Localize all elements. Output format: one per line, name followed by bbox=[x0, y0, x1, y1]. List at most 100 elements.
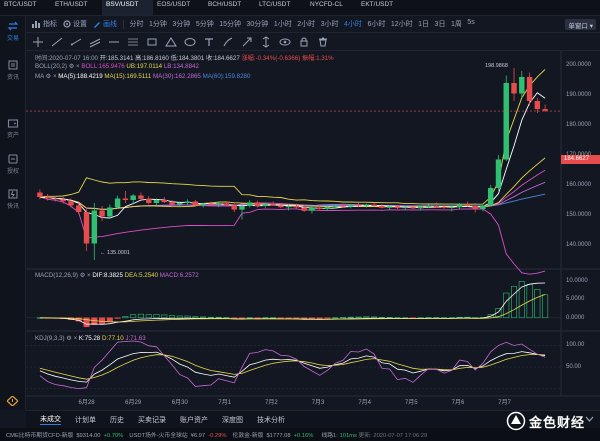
sidebar-item-key[interactable]: 授权 bbox=[0, 153, 26, 175]
rectangle-icon bbox=[147, 38, 157, 45]
macd-histogram-bar bbox=[176, 315, 183, 319]
ticker-tab[interactable]: BTC/USDT bbox=[0, 0, 51, 15]
macd-histogram-bar bbox=[207, 316, 214, 319]
timeframe-option[interactable]: 6小时 bbox=[367, 21, 386, 28]
timeframe-option[interactable]: 3分钟 bbox=[172, 21, 191, 28]
candle-body bbox=[301, 207, 307, 211]
timeframe-option[interactable]: 1小时 bbox=[273, 21, 292, 28]
status-ticker[interactable]: 伦敦金-新版 $1777.08 +0.16% bbox=[233, 430, 314, 439]
ray-tool[interactable] bbox=[69, 36, 83, 48]
timeframe-option[interactable]: 1分钟 bbox=[149, 21, 167, 28]
time-tick-label: 7月3 bbox=[311, 400, 325, 406]
status-ticker[interactable]: CME比特币期货CFD-新版 $9314.00 +0.70% bbox=[6, 430, 123, 439]
ticker-tab[interactable]: BSV/USDT bbox=[102, 0, 153, 15]
candle-body bbox=[153, 200, 160, 203]
timeframe-option[interactable]: 4小时 bbox=[344, 21, 362, 28]
ticker-tab[interactable]: EKT/USDT bbox=[357, 0, 408, 15]
bottom-tabs: 未成交 计划单 历史 买卖记录 账户资产 深度图 技术分析 bbox=[26, 410, 600, 428]
candle-body bbox=[410, 207, 416, 209]
candle-body bbox=[161, 200, 167, 203]
lock-tool[interactable] bbox=[297, 36, 311, 48]
macd-histogram-bar bbox=[340, 317, 347, 319]
ticker-tab[interactable]: ETH/USDT bbox=[51, 0, 102, 15]
macd-histogram-bar bbox=[293, 317, 300, 319]
status-ticker-change: +0.16% bbox=[293, 433, 314, 439]
macd-histogram-bar bbox=[153, 314, 160, 319]
arrow-tool[interactable] bbox=[240, 36, 254, 48]
ticker-tab[interactable]: NYCFD-CL bbox=[306, 0, 357, 15]
rectangle-tool[interactable] bbox=[145, 36, 159, 48]
timeframe-option[interactable]: 1日 bbox=[418, 21, 430, 28]
settings-button[interactable]: 设置 bbox=[63, 19, 87, 29]
macd-histogram-bar bbox=[402, 317, 409, 319]
timeframe-option[interactable]: 30分钟 bbox=[246, 21, 269, 28]
crosshair-tool[interactable] bbox=[31, 36, 45, 48]
candle-body bbox=[107, 207, 113, 217]
chevron-down-icon[interactable] bbox=[585, 416, 594, 423]
tab-3[interactable]: 买卖记录 bbox=[138, 416, 166, 424]
candle-body bbox=[394, 206, 401, 209]
ticker-tab[interactable]: BCH/USDT bbox=[204, 0, 255, 15]
horizontal-line-tool[interactable] bbox=[107, 36, 121, 48]
sidebar-item-flash-news[interactable]: 快讯 bbox=[0, 188, 26, 210]
tab-1[interactable]: 计划单 bbox=[75, 416, 96, 424]
timeframe-option[interactable]: 15分钟 bbox=[219, 21, 242, 28]
tab-5[interactable]: 深度图 bbox=[222, 416, 243, 424]
candle-body bbox=[99, 210, 105, 217]
timeframe-option[interactable]: 5s bbox=[467, 19, 475, 26]
low-annotation: ← 135.0001 bbox=[100, 250, 130, 256]
text-tool-tool[interactable] bbox=[202, 36, 216, 48]
chart-area[interactable]: 时间:2020-07-07 16:00 开:185.3141 高:186.816… bbox=[26, 51, 600, 410]
sidebar-item-exchange[interactable]: 交易 bbox=[0, 20, 26, 42]
ticker-symbol: EKT/USDT bbox=[361, 1, 394, 8]
tab-0[interactable]: 未成交 bbox=[40, 416, 61, 425]
chart-canvas[interactable] bbox=[26, 51, 600, 410]
exchange-icon bbox=[7, 21, 19, 31]
time-tick-label: 7月6 bbox=[451, 400, 465, 406]
timeframe-option[interactable]: 分时 bbox=[129, 21, 144, 28]
boll-lb: LB:134.8842 bbox=[163, 63, 199, 70]
candle-body bbox=[425, 206, 432, 207]
text-tool-icon bbox=[205, 37, 213, 46]
triangle-tool[interactable] bbox=[164, 36, 178, 48]
parallel-channel-tool[interactable] bbox=[88, 36, 102, 48]
ticker-tab[interactable]: LTC/USDT bbox=[255, 0, 306, 15]
ellipse-tool[interactable] bbox=[183, 36, 197, 48]
draw-button[interactable]: 画线 bbox=[93, 19, 117, 29]
sidebar-item-wallet[interactable]: 资产 bbox=[0, 117, 26, 139]
candle-body bbox=[309, 207, 315, 211]
tab-4[interactable]: 账户资产 bbox=[180, 416, 208, 424]
ticker-tab[interactable]: EOS/USDT bbox=[153, 0, 204, 15]
macd-histogram-bar bbox=[83, 317, 90, 328]
single-window-select[interactable]: 单窗口 ▾ bbox=[565, 19, 596, 30]
tab-6[interactable]: 技术分析 bbox=[257, 416, 285, 424]
candle-body bbox=[262, 204, 269, 206]
timeframe-option[interactable]: 2小时 bbox=[297, 21, 316, 28]
timeframe-option[interactable]: 3小时 bbox=[320, 21, 339, 28]
trash-tool[interactable] bbox=[316, 36, 330, 48]
status-ticker-change: +0.70% bbox=[103, 433, 124, 439]
macd-histogram-bar bbox=[114, 317, 121, 319]
kdj-k-line bbox=[39, 351, 546, 383]
timeframe-option[interactable]: 5分钟 bbox=[195, 21, 214, 28]
macd-histogram-bar bbox=[386, 317, 393, 319]
status-ticker[interactable]: USDT场外-火币全球站 ¥6.97 -0.29% bbox=[129, 430, 226, 439]
eye-tool[interactable] bbox=[278, 36, 292, 48]
trend-line-tool[interactable] bbox=[50, 36, 64, 48]
latency-value: 101ms bbox=[339, 433, 357, 439]
diamond-warning-icon[interactable] bbox=[7, 396, 18, 406]
status-ticker-name: CME比特币期货CFD-新版 bbox=[6, 433, 74, 439]
tab-2[interactable]: 历史 bbox=[110, 416, 124, 424]
line-label: 线路1: bbox=[321, 433, 338, 439]
candle-body bbox=[456, 204, 463, 208]
price-range-tool[interactable] bbox=[259, 35, 273, 48]
fib-retracement-tool[interactable] bbox=[126, 36, 140, 48]
timeframe-option[interactable]: 12小时 bbox=[390, 21, 413, 28]
sidebar-item-news[interactable]: 资讯 bbox=[0, 59, 26, 81]
timeframe-option[interactable]: 1周 bbox=[450, 21, 462, 28]
brush-tool[interactable] bbox=[221, 36, 235, 48]
timeframe-option[interactable]: 3日 bbox=[434, 21, 446, 28]
macd-histogram-bar bbox=[518, 281, 525, 319]
indicator-button[interactable]: 指标 bbox=[32, 19, 57, 29]
draw-label: 画线 bbox=[103, 21, 117, 28]
